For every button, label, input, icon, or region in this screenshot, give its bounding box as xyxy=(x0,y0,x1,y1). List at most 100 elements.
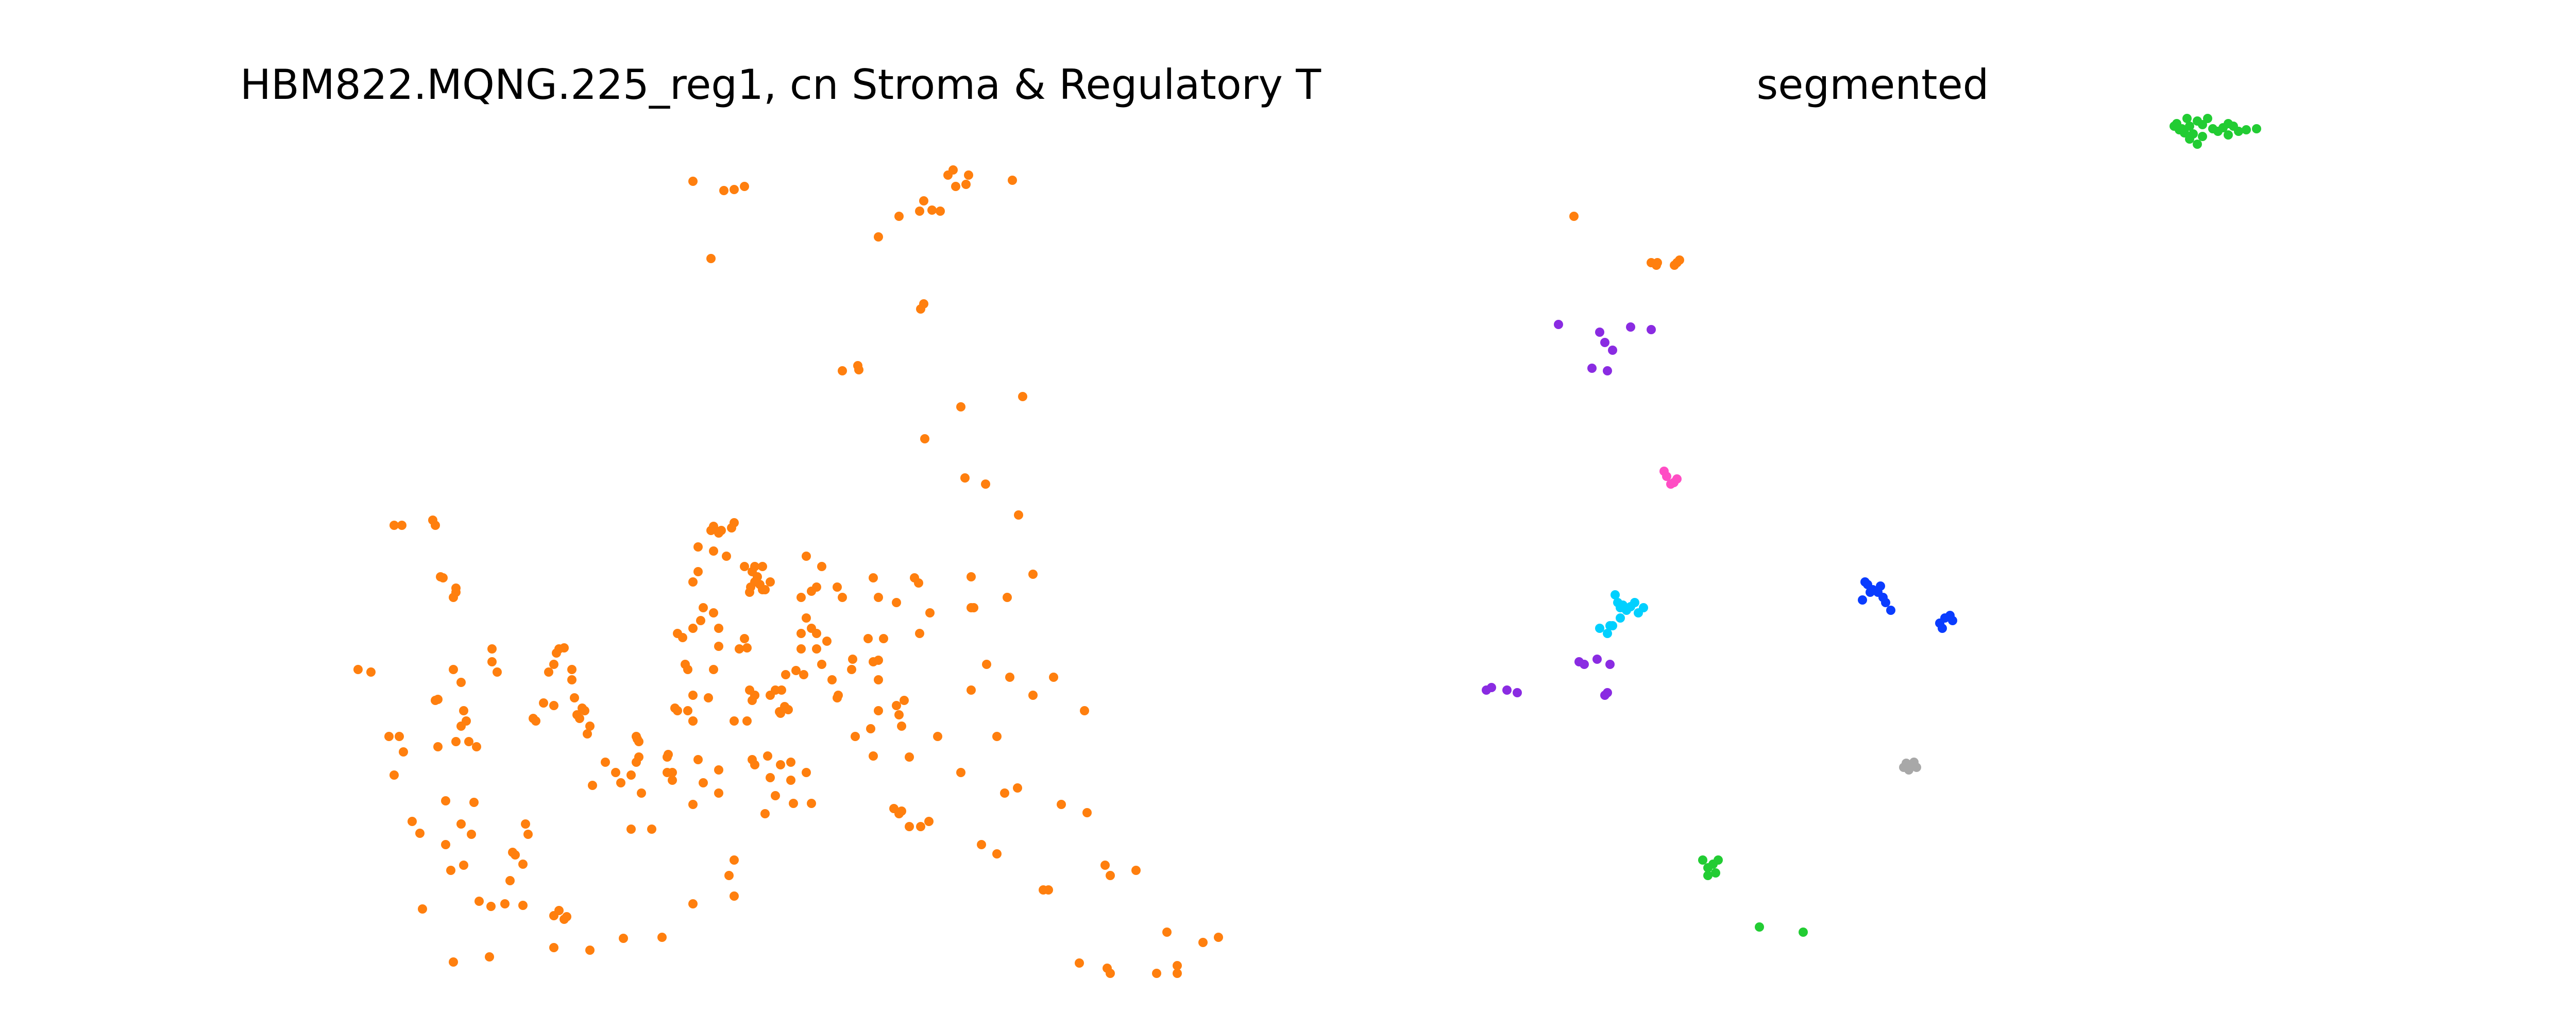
scatter-point xyxy=(415,829,425,838)
scatter-point xyxy=(431,696,440,705)
scatter-point xyxy=(714,765,723,775)
scatter-point xyxy=(740,562,749,571)
scatter-point xyxy=(539,698,548,708)
scatter-point xyxy=(1881,598,1890,607)
scatter-point xyxy=(647,825,656,834)
scatter-point xyxy=(493,667,502,677)
scatter-point xyxy=(714,788,723,798)
scatter-point xyxy=(874,675,883,684)
scatter-point xyxy=(673,706,682,715)
scatter-point xyxy=(1639,603,1648,612)
scatter-point xyxy=(817,660,826,669)
scatter-point xyxy=(1626,322,1635,332)
scatter-point xyxy=(802,613,811,623)
scatter-point xyxy=(827,675,837,684)
scatter-point xyxy=(567,675,577,684)
scatter-point xyxy=(730,855,739,865)
scatter-point xyxy=(1714,855,1723,865)
scatter-point xyxy=(2198,120,2207,129)
scatter-point xyxy=(459,861,468,870)
scatter-point xyxy=(668,776,677,785)
scatter-point xyxy=(1876,581,1885,591)
scatter-point xyxy=(714,624,723,633)
scatter-point xyxy=(748,696,757,705)
scatter-point xyxy=(693,755,703,764)
scatter-point xyxy=(505,876,515,885)
scatter-point xyxy=(889,804,899,813)
scatter-point xyxy=(544,667,553,677)
scatter-point xyxy=(1904,765,1913,775)
scatter-point xyxy=(760,809,770,818)
scatter-point xyxy=(933,732,942,741)
scatter-point xyxy=(1057,800,1066,809)
scatter-point xyxy=(1600,338,1609,347)
scatter-point xyxy=(1013,783,1022,793)
scatter-point xyxy=(433,742,443,751)
scatter-point xyxy=(740,634,749,643)
scatter-point xyxy=(833,693,842,702)
scatter-point xyxy=(601,758,610,767)
scatter-point xyxy=(977,840,986,849)
scatter-point xyxy=(897,722,906,731)
scatter-point xyxy=(688,577,698,587)
scatter-point xyxy=(688,899,698,908)
scatter-point xyxy=(894,212,904,221)
scatter-point xyxy=(776,760,785,769)
scatter-point xyxy=(1214,933,1223,942)
scatter-point xyxy=(709,522,718,531)
scatter-point xyxy=(583,729,592,739)
scatter-point xyxy=(919,196,928,205)
scatter-point xyxy=(874,232,883,242)
scatter-point xyxy=(2170,122,2179,131)
scatter-point xyxy=(678,633,687,642)
scatter-point xyxy=(879,634,888,643)
scatter-point xyxy=(1938,624,1947,633)
scatter-point xyxy=(1003,593,1012,602)
scatter-point xyxy=(771,791,780,800)
scatter-point xyxy=(735,644,744,654)
scatter-point xyxy=(688,716,698,726)
scatter-point xyxy=(714,642,723,651)
scatter-point xyxy=(822,637,832,646)
scatter-point xyxy=(663,768,672,777)
scatter-point xyxy=(560,915,569,924)
scatter-point xyxy=(431,521,440,530)
scatter-point xyxy=(724,871,734,880)
scatter-point xyxy=(1082,808,1092,817)
scatter-point xyxy=(796,629,806,638)
scatter-point xyxy=(693,542,703,552)
scatter-point xyxy=(992,732,1002,741)
scatter-point xyxy=(892,598,901,607)
scatter-point xyxy=(961,180,971,189)
scatter-point xyxy=(847,665,856,674)
scatter-point xyxy=(748,755,757,764)
scatter-point xyxy=(1028,570,1038,579)
scatter-point xyxy=(807,587,816,596)
scatter-point xyxy=(1049,673,1058,682)
scatter-point xyxy=(730,716,739,726)
scatter-point xyxy=(1162,928,1172,937)
scatter-point xyxy=(869,751,878,761)
scatter-point xyxy=(796,644,806,654)
scatter-point xyxy=(1554,320,1563,329)
scatter-point xyxy=(688,624,698,633)
scatter-point xyxy=(619,934,628,943)
scatter-panel-left xyxy=(353,165,1223,978)
scatter-point xyxy=(585,722,595,731)
scatter-point xyxy=(1616,613,1625,623)
scatter-point xyxy=(791,666,801,675)
scatter-point xyxy=(897,806,906,816)
scatter-point xyxy=(683,706,692,715)
scatter-point xyxy=(981,479,990,489)
scatter-point xyxy=(446,866,455,875)
scatter-point xyxy=(688,691,698,700)
scatter-point xyxy=(2185,134,2194,144)
scatter-point xyxy=(451,583,461,593)
scatter-point xyxy=(760,585,770,594)
scatter-point xyxy=(838,593,847,602)
scatter-point xyxy=(753,572,762,581)
scatter-point xyxy=(936,207,945,216)
scatter-point xyxy=(796,593,806,602)
